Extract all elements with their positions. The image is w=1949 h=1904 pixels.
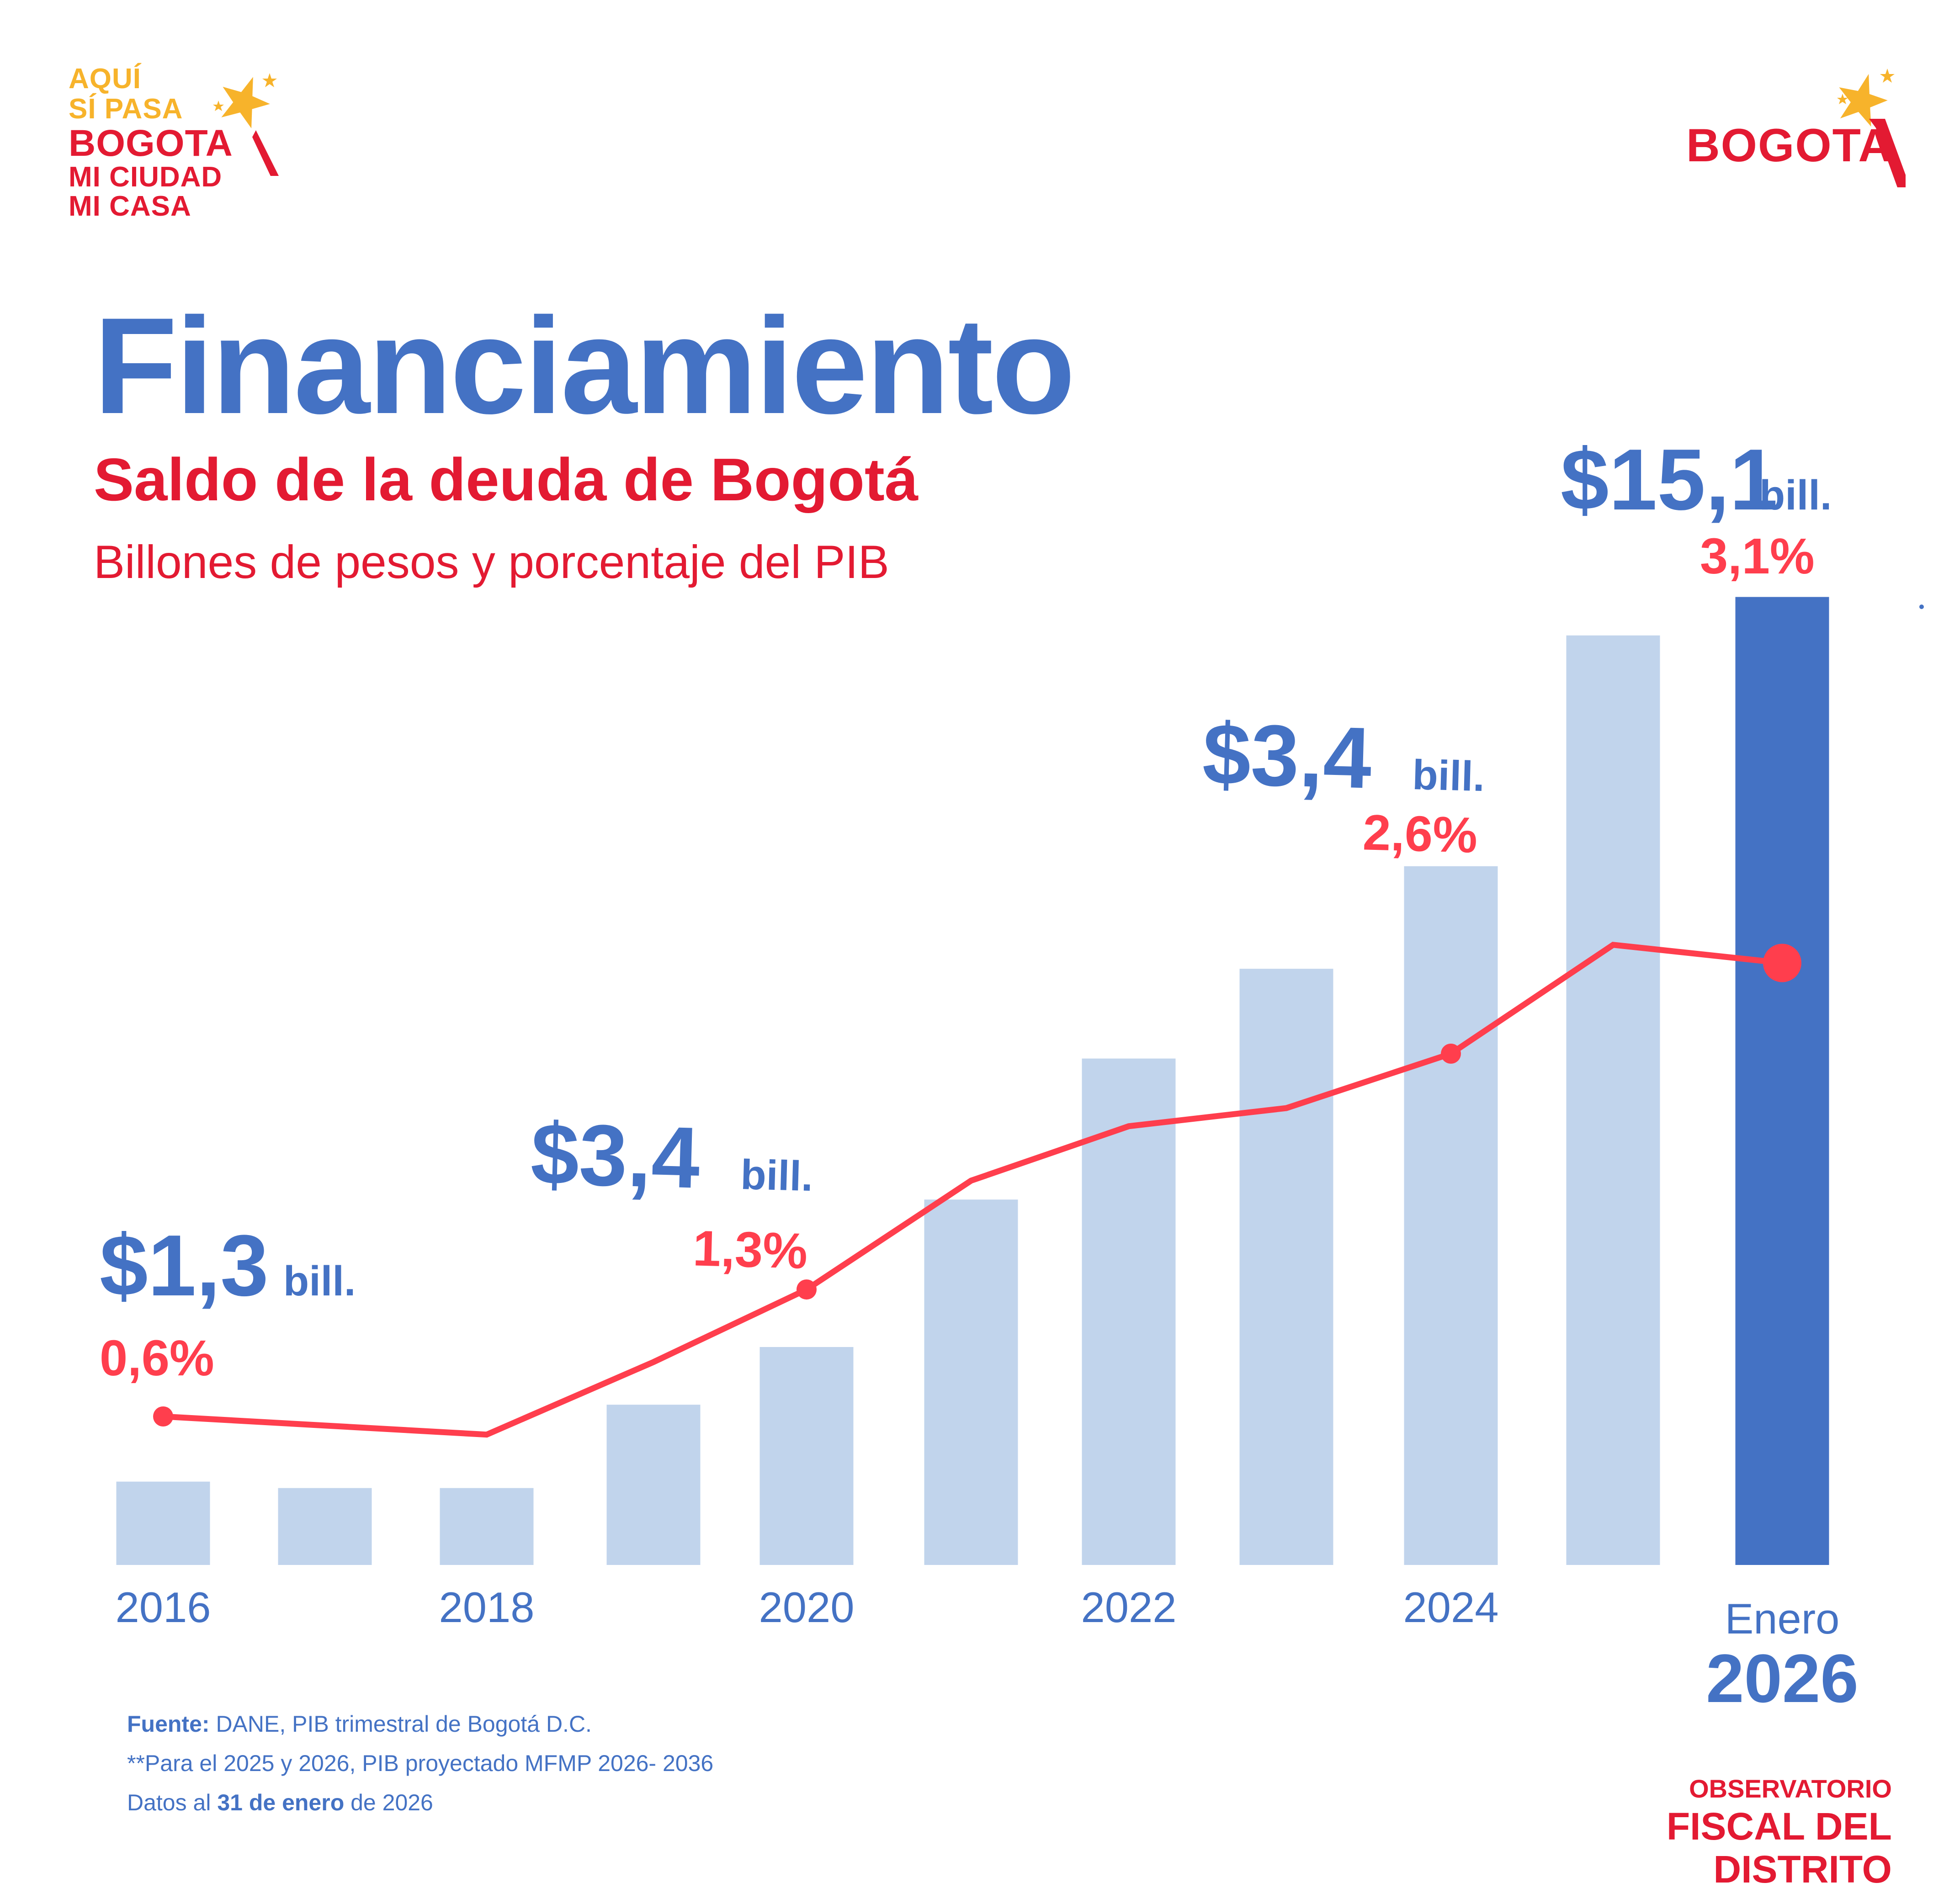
stars-icon bbox=[1837, 69, 1906, 187]
line-marker-2024 bbox=[1441, 1044, 1461, 1064]
bar-2017 bbox=[278, 1488, 372, 1565]
bar-2018 bbox=[440, 1488, 534, 1565]
logo-line-2: SÍ PASA bbox=[69, 93, 183, 125]
footer-notes: Fuente: DANE, PIB trimestral de Bogotá D… bbox=[127, 1704, 713, 1822]
annotation-amount: $15,1 bbox=[1561, 431, 1778, 528]
city-logo: BOGOTA bbox=[1686, 69, 1906, 187]
org-line-2: FISCAL DEL DISTRITO bbox=[1666, 1805, 1892, 1891]
x-tick-label-year: 2026 bbox=[1706, 1640, 1859, 1717]
x-tick-label-month: Enero bbox=[1725, 1595, 1840, 1643]
annotations: $1,3 bill.0,6%$3,4 bill.1,3%$3,4 bill.2,6%$… bbox=[100, 431, 1832, 1386]
bar-series bbox=[116, 597, 1829, 1565]
annotation-pct: 3,1% bbox=[1700, 528, 1815, 584]
bar-2023 bbox=[1239, 969, 1333, 1565]
line-marker-2020 bbox=[797, 1279, 817, 1300]
line-marker-enero-2026 bbox=[1763, 944, 1801, 982]
bar-2016 bbox=[116, 1481, 210, 1565]
bar-enero-2026 bbox=[1735, 597, 1829, 1565]
annotation-unit: bill. bbox=[740, 1151, 813, 1200]
bar-2022 bbox=[1082, 1058, 1176, 1565]
annotation-pct: 0,6% bbox=[100, 1330, 214, 1386]
chart-subtitle: Saldo de la deuda de Bogotá bbox=[94, 446, 919, 513]
data-date: Datos al 31 de enero de 2026 bbox=[127, 1783, 713, 1822]
annotation-unit: bill. bbox=[1759, 472, 1832, 519]
decorative-dot bbox=[1919, 605, 1924, 609]
annotation-pct: 1,3% bbox=[692, 1220, 808, 1279]
x-tick-label-2020: 2020 bbox=[759, 1583, 854, 1631]
source-label: Fuente: bbox=[127, 1711, 210, 1737]
logo-line-5: MI CASA bbox=[69, 191, 191, 222]
annotation-2016: $1,3 bill. 0,6% bbox=[100, 1217, 356, 1386]
bar-2025 bbox=[1566, 635, 1660, 1565]
annotation-unit: bill. bbox=[1412, 752, 1485, 800]
line-series bbox=[153, 942, 1801, 1438]
logo-line-1: AQUÍ bbox=[69, 63, 141, 95]
logo-line-3: BOGOTA bbox=[69, 122, 233, 164]
page-title: Financiamiento bbox=[94, 289, 1075, 442]
campaign-logo: AQUÍ SÍ PASA BOGOTA MI CIUDAD MI CASA bbox=[69, 64, 279, 224]
date-bold: 31 de enero bbox=[217, 1790, 345, 1815]
annotation-2020: $3,4 bill. 1,3% bbox=[530, 1105, 813, 1279]
x-tick-label-2016: 2016 bbox=[115, 1583, 211, 1631]
x-tick-label-2022: 2022 bbox=[1081, 1583, 1176, 1631]
source-line: Fuente: DANE, PIB trimestral de Bogotá D… bbox=[127, 1704, 713, 1744]
stars-icon bbox=[213, 73, 279, 176]
pib-percent-line bbox=[163, 942, 1783, 1438]
x-tick-label-2024: 2024 bbox=[1403, 1583, 1498, 1631]
city-logo-text: BOGOTA bbox=[1686, 119, 1893, 171]
annotation-2024: $3,4 bill.2,6% bbox=[1201, 705, 1485, 864]
bar-2021 bbox=[924, 1199, 1018, 1565]
line-marker-2016 bbox=[153, 1406, 173, 1427]
org-line-1: OBSERVATORIO bbox=[1689, 1774, 1892, 1803]
bar-2019 bbox=[606, 1405, 701, 1565]
date-suffix: de 2026 bbox=[344, 1790, 433, 1815]
annotation-pct: 2,6% bbox=[1362, 804, 1478, 864]
annotation-unit: bill. bbox=[283, 1258, 356, 1305]
source-text: DANE, PIB trimestral de Bogotá D.C. bbox=[209, 1711, 592, 1737]
annotation-amount: $3,4 bbox=[1201, 705, 1373, 807]
observatorio-logo: OBSERVATORIO FISCAL DEL DISTRITO bbox=[1508, 1773, 1892, 1891]
chart-description: Billones de pesos y porcentaje del PIB bbox=[94, 536, 889, 588]
logo-line-4: MI CIUDAD bbox=[69, 161, 223, 193]
bar-2024 bbox=[1404, 866, 1498, 1565]
projection-note: **Para el 2025 y 2026, PIB proyectado MF… bbox=[127, 1750, 714, 1776]
annotation-amount: $1,3 bbox=[100, 1217, 269, 1314]
x-tick-label-2018: 2018 bbox=[439, 1583, 534, 1631]
date-prefix: Datos al bbox=[127, 1790, 218, 1815]
bar-2020 bbox=[759, 1347, 854, 1565]
annotation-amount: $3,4 bbox=[530, 1105, 701, 1207]
